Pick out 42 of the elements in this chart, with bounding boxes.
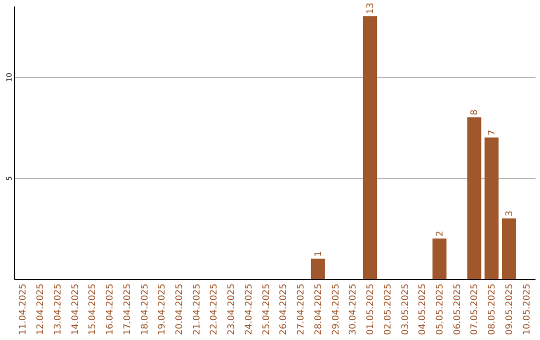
data-label: 7 <box>488 130 498 136</box>
x-tick-label: 13.04.2025 <box>53 284 64 336</box>
x-tick-label: 02.05.2025 <box>383 284 394 336</box>
x-tick-label: 15.04.2025 <box>88 284 98 336</box>
bar <box>310 258 325 279</box>
x-tick-label: 17.04.2025 <box>122 284 133 336</box>
data-label: 8 <box>470 109 480 116</box>
x-tick-label: 24.04.2025 <box>244 284 254 336</box>
x-tick-label: 28.04.2025 <box>314 284 324 336</box>
data-label: 1 <box>314 251 324 257</box>
x-tick-label: 10.05.2025 <box>522 284 532 336</box>
x-tick-label: 03.05.2025 <box>400 284 411 336</box>
bar <box>363 16 378 279</box>
x-tick-label: 23.04.2025 <box>227 284 238 336</box>
x-tick-label: 06.05.2025 <box>452 284 463 336</box>
data-label: 13 <box>366 2 376 14</box>
x-tick-label: 21.04.2025 <box>192 284 202 336</box>
x-tick-label: 30.04.2025 <box>348 284 359 336</box>
data-label: 2 <box>435 230 446 237</box>
x-tick-label: 25.04.2025 <box>262 284 272 336</box>
bar <box>502 218 516 279</box>
x-tick-label: 12.04.2025 <box>36 284 46 336</box>
x-tick-label: 09.05.2025 <box>504 284 515 336</box>
x-tick-label: 22.04.2025 <box>210 284 220 336</box>
x-tick-label: 08.05.2025 <box>488 284 498 336</box>
bar <box>467 117 482 279</box>
x-tick-label: 20.04.2025 <box>174 284 185 336</box>
x-tick-label: 04.05.2025 <box>418 284 428 336</box>
bar <box>432 238 446 279</box>
data-label: 3 <box>504 210 515 216</box>
x-tick-label: 27.04.2025 <box>296 284 307 336</box>
x-tick-label: 29.04.2025 <box>331 284 342 336</box>
x-tick-label: 05.05.2025 <box>435 284 446 336</box>
x-tick-label: 07.05.2025 <box>470 284 480 336</box>
x-tick-label: 16.04.2025 <box>106 284 116 336</box>
x-tick-label: 26.04.2025 <box>279 284 290 336</box>
bar <box>484 137 499 279</box>
x-tick-label: 11.04.2025 <box>18 284 29 336</box>
x-tick-label: 18.04.2025 <box>140 284 150 336</box>
x-tick-label: 01.05.2025 <box>366 284 376 336</box>
x-tick-label: 19.04.2025 <box>158 284 168 336</box>
x-tick-label: 14.04.2025 <box>70 284 81 336</box>
